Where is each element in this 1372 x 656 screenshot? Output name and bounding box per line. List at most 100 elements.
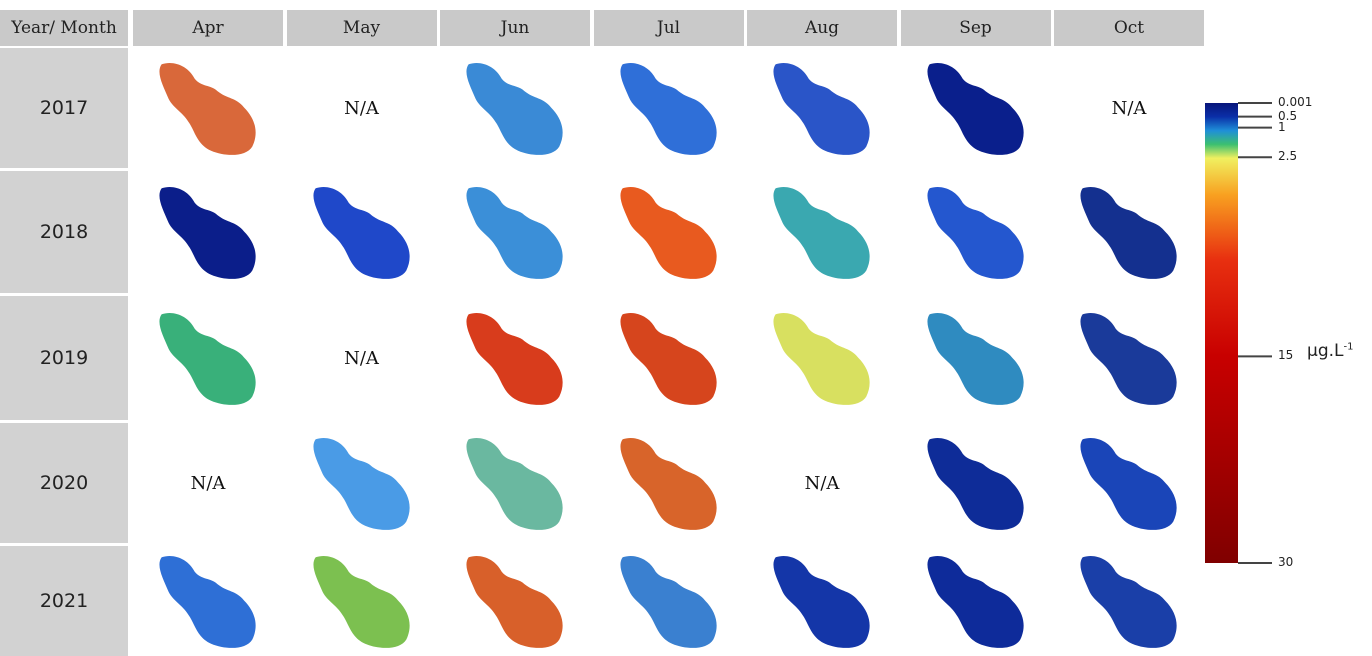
lake-map [1080,437,1177,530]
lake-shape [466,437,563,530]
lake-shape [466,312,563,405]
lake-map [1080,186,1177,279]
lake-shape [926,62,1024,155]
lake-map [466,437,563,530]
lake-map [159,555,256,648]
lake-map [619,62,717,155]
map-thumbnail [747,48,897,168]
map-thumbnail [594,171,744,293]
lake-map [926,437,1024,530]
lake-shape [466,555,563,648]
map-thumbnail [901,171,1051,293]
lake-map [619,555,717,648]
lake-map [159,312,256,405]
lake-shape [1080,186,1177,279]
colorbar-unit: μg.L-1 [1307,341,1353,361]
map-thumbnail [1054,296,1204,420]
colorbar-tick-label: 0.5 [1278,108,1298,123]
lake-shape [466,62,563,155]
lake-map [1080,555,1177,648]
unit: μg.L [1307,341,1344,361]
map-thumbnail [133,171,283,293]
map-thumbnail [1054,546,1204,656]
lake-shape [619,62,717,155]
map-thumbnail [1054,171,1204,293]
lake-map [773,555,870,648]
lake-map [466,312,563,405]
lake-shape [312,437,410,530]
map-thumbnail [133,48,283,168]
map-thumbnail [440,296,590,420]
unit-exponent: -1 [1343,341,1354,353]
map-thumbnail [594,48,744,168]
map-thumbnail [287,546,437,656]
map-thumbnail [594,546,744,656]
column-header: Apr [133,10,283,46]
column-header: Aug [747,10,897,46]
lake-shape [159,312,256,405]
lake-map [159,186,256,279]
lake-shape [926,437,1024,530]
lake-shape [619,312,717,405]
lake-shape [1080,555,1177,648]
map-thumbnail [747,296,897,420]
lake-shape [619,186,717,279]
map-thumbnail [901,296,1051,420]
colorbar-tick-label: 1 [1278,119,1286,134]
year-label: 2018 [0,171,128,293]
lake-shape [1080,312,1177,405]
lake-map [312,186,410,279]
not-available: N/A [344,347,379,369]
not-available: N/A [1111,97,1147,119]
map-thumbnail [287,423,437,543]
lake-map [1080,312,1177,405]
lake-map [926,312,1024,405]
column-header: May [286,10,437,46]
year-label: 2019 [0,296,128,420]
column-header: Sep [900,10,1051,46]
lake-shape [159,555,256,648]
column-header: Jun [440,10,590,46]
lake-shape [466,186,563,279]
not-available: N/A [344,97,379,119]
map-thumbnail [747,171,897,293]
lake-shape [773,62,870,155]
column-header: Jul [593,10,744,46]
lake-map [619,186,717,279]
map-thumbnail [287,171,437,293]
lake-map [466,186,563,279]
year-label: 2017 [0,48,128,168]
map-thumbnail [440,423,590,543]
lake-shape [773,186,870,279]
map-thumbnail [440,546,590,656]
colorbar-tick-label: 2.5 [1278,149,1298,164]
year-label: 2020 [0,423,128,543]
lake-shape [926,555,1024,648]
lake-shape [773,312,870,405]
colorbar-tick-label: 0.001 [1278,95,1313,109]
map-thumbnail [440,171,590,293]
lake-map [312,437,410,530]
map-thumbnail [440,48,590,168]
lake-shape [926,186,1024,279]
lake-map [926,62,1024,155]
map-thumbnail [1054,423,1204,543]
lake-shape [1080,437,1177,530]
lake-map [159,62,256,155]
lake-map [773,186,870,279]
not-available: N/A [804,472,840,494]
lake-shape [312,186,410,279]
lake-shape [619,437,717,530]
lake-map [312,555,410,648]
lake-map [466,555,563,648]
lake-shape [619,555,717,648]
map-thumbnail [133,296,283,420]
map-thumbnail [747,546,897,656]
map-thumbnail [594,296,744,420]
colorbar-tick-label: 15 [1278,348,1294,363]
map-thumbnail [901,48,1051,168]
lake-map [773,312,870,405]
map-thumbnail [901,423,1051,543]
